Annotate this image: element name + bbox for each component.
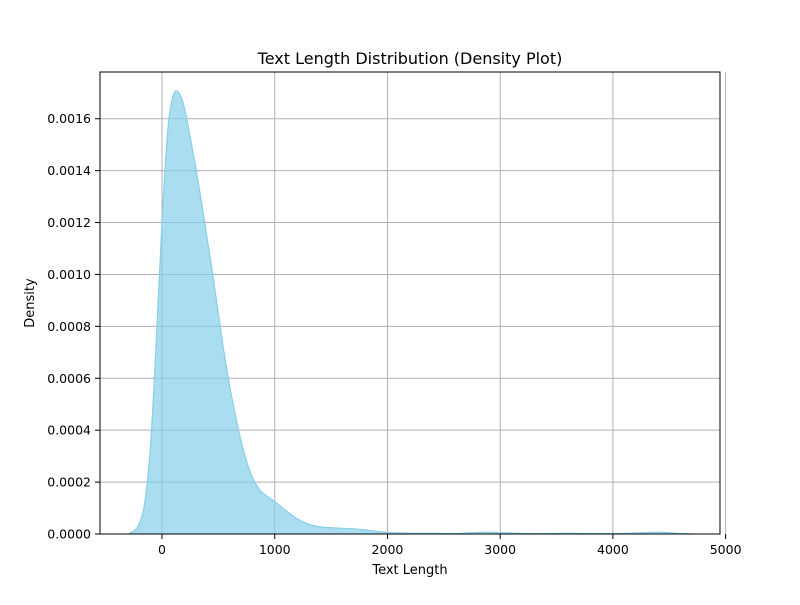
chart-title: Text Length Distribution (Density Plot): [257, 49, 563, 68]
density-area: [128, 90, 692, 534]
x-axis-label: Text Length: [371, 563, 447, 578]
density-area-layer: [127, 90, 692, 535]
y-tick-label: 0.0004: [47, 423, 91, 438]
y-tick-label: 0.0010: [47, 267, 91, 282]
y-tick-label: 0.0002: [47, 475, 91, 490]
x-tick-label: 0: [158, 542, 166, 557]
y-tick-label: 0.0016: [47, 111, 91, 126]
x-tick-label: 4000: [597, 542, 629, 557]
y-tick-label: 0.0006: [47, 371, 91, 386]
y-tick-label: 0.0000: [47, 527, 91, 542]
y-tick-label: 0.0008: [47, 319, 91, 334]
y-axis-label: Density: [23, 278, 38, 328]
x-tick-label: 1000: [259, 542, 291, 557]
x-tick-label: 3000: [484, 542, 516, 557]
y-axis-ticks: 0.0000 0.0002 0.0004 0.0006 0.0008 0.0010 0.00…: [47, 111, 100, 542]
y-tick-label: 0.0012: [47, 215, 91, 230]
x-tick-label: 5000: [710, 542, 742, 557]
x-axis-ticks: 0 1000 2000 3000 4000 5000: [158, 534, 742, 557]
x-tick-label: 2000: [372, 542, 404, 557]
plot-frame: [99, 71, 721, 535]
y-tick-label: 0.0014: [47, 163, 91, 178]
